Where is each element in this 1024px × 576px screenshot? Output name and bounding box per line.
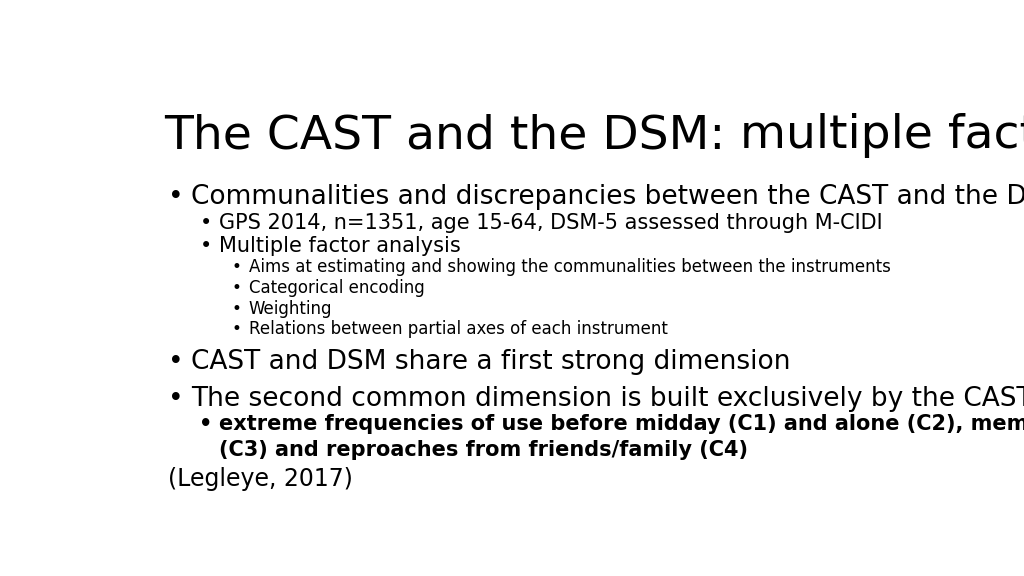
Text: Relations between partial axes of each instrument: Relations between partial axes of each i… <box>249 320 668 339</box>
Text: •: • <box>168 386 183 412</box>
Text: (Legleye, 2017): (Legleye, 2017) <box>168 467 352 491</box>
Text: •: • <box>231 300 241 318</box>
Text: GPS 2014, n=1351, age 15-64, DSM-5 assessed through M-CIDI: GPS 2014, n=1351, age 15-64, DSM-5 asses… <box>219 213 883 233</box>
Text: Communalities and discrepancies between the CAST and the DSM-5: Communalities and discrepancies between … <box>191 184 1024 210</box>
Text: •: • <box>231 320 241 339</box>
Text: Aims at estimating and showing the communalities between the instruments: Aims at estimating and showing the commu… <box>249 259 891 276</box>
Text: •: • <box>231 279 241 297</box>
Text: The CAST and the DSM:: The CAST and the DSM: <box>164 113 725 158</box>
Text: CAST and DSM share a first strong dimension: CAST and DSM share a first strong dimens… <box>191 349 791 375</box>
Text: •: • <box>168 349 183 375</box>
Text: The second common dimension is built exclusively by the CAST: The second common dimension is built exc… <box>191 386 1024 412</box>
Text: •: • <box>168 184 183 210</box>
Text: Weighting: Weighting <box>249 300 332 318</box>
Text: multiple factor analysis: multiple factor analysis <box>725 113 1024 158</box>
Text: extreme frequencies of use before midday (C1) and alone (C2), memory problems
(C: extreme frequencies of use before midday… <box>219 414 1024 460</box>
Text: •: • <box>200 213 212 233</box>
Text: •: • <box>200 414 213 434</box>
Text: Multiple factor analysis: Multiple factor analysis <box>219 236 461 256</box>
Text: •: • <box>200 236 212 256</box>
Text: •: • <box>231 259 241 276</box>
Text: Categorical encoding: Categorical encoding <box>249 279 424 297</box>
